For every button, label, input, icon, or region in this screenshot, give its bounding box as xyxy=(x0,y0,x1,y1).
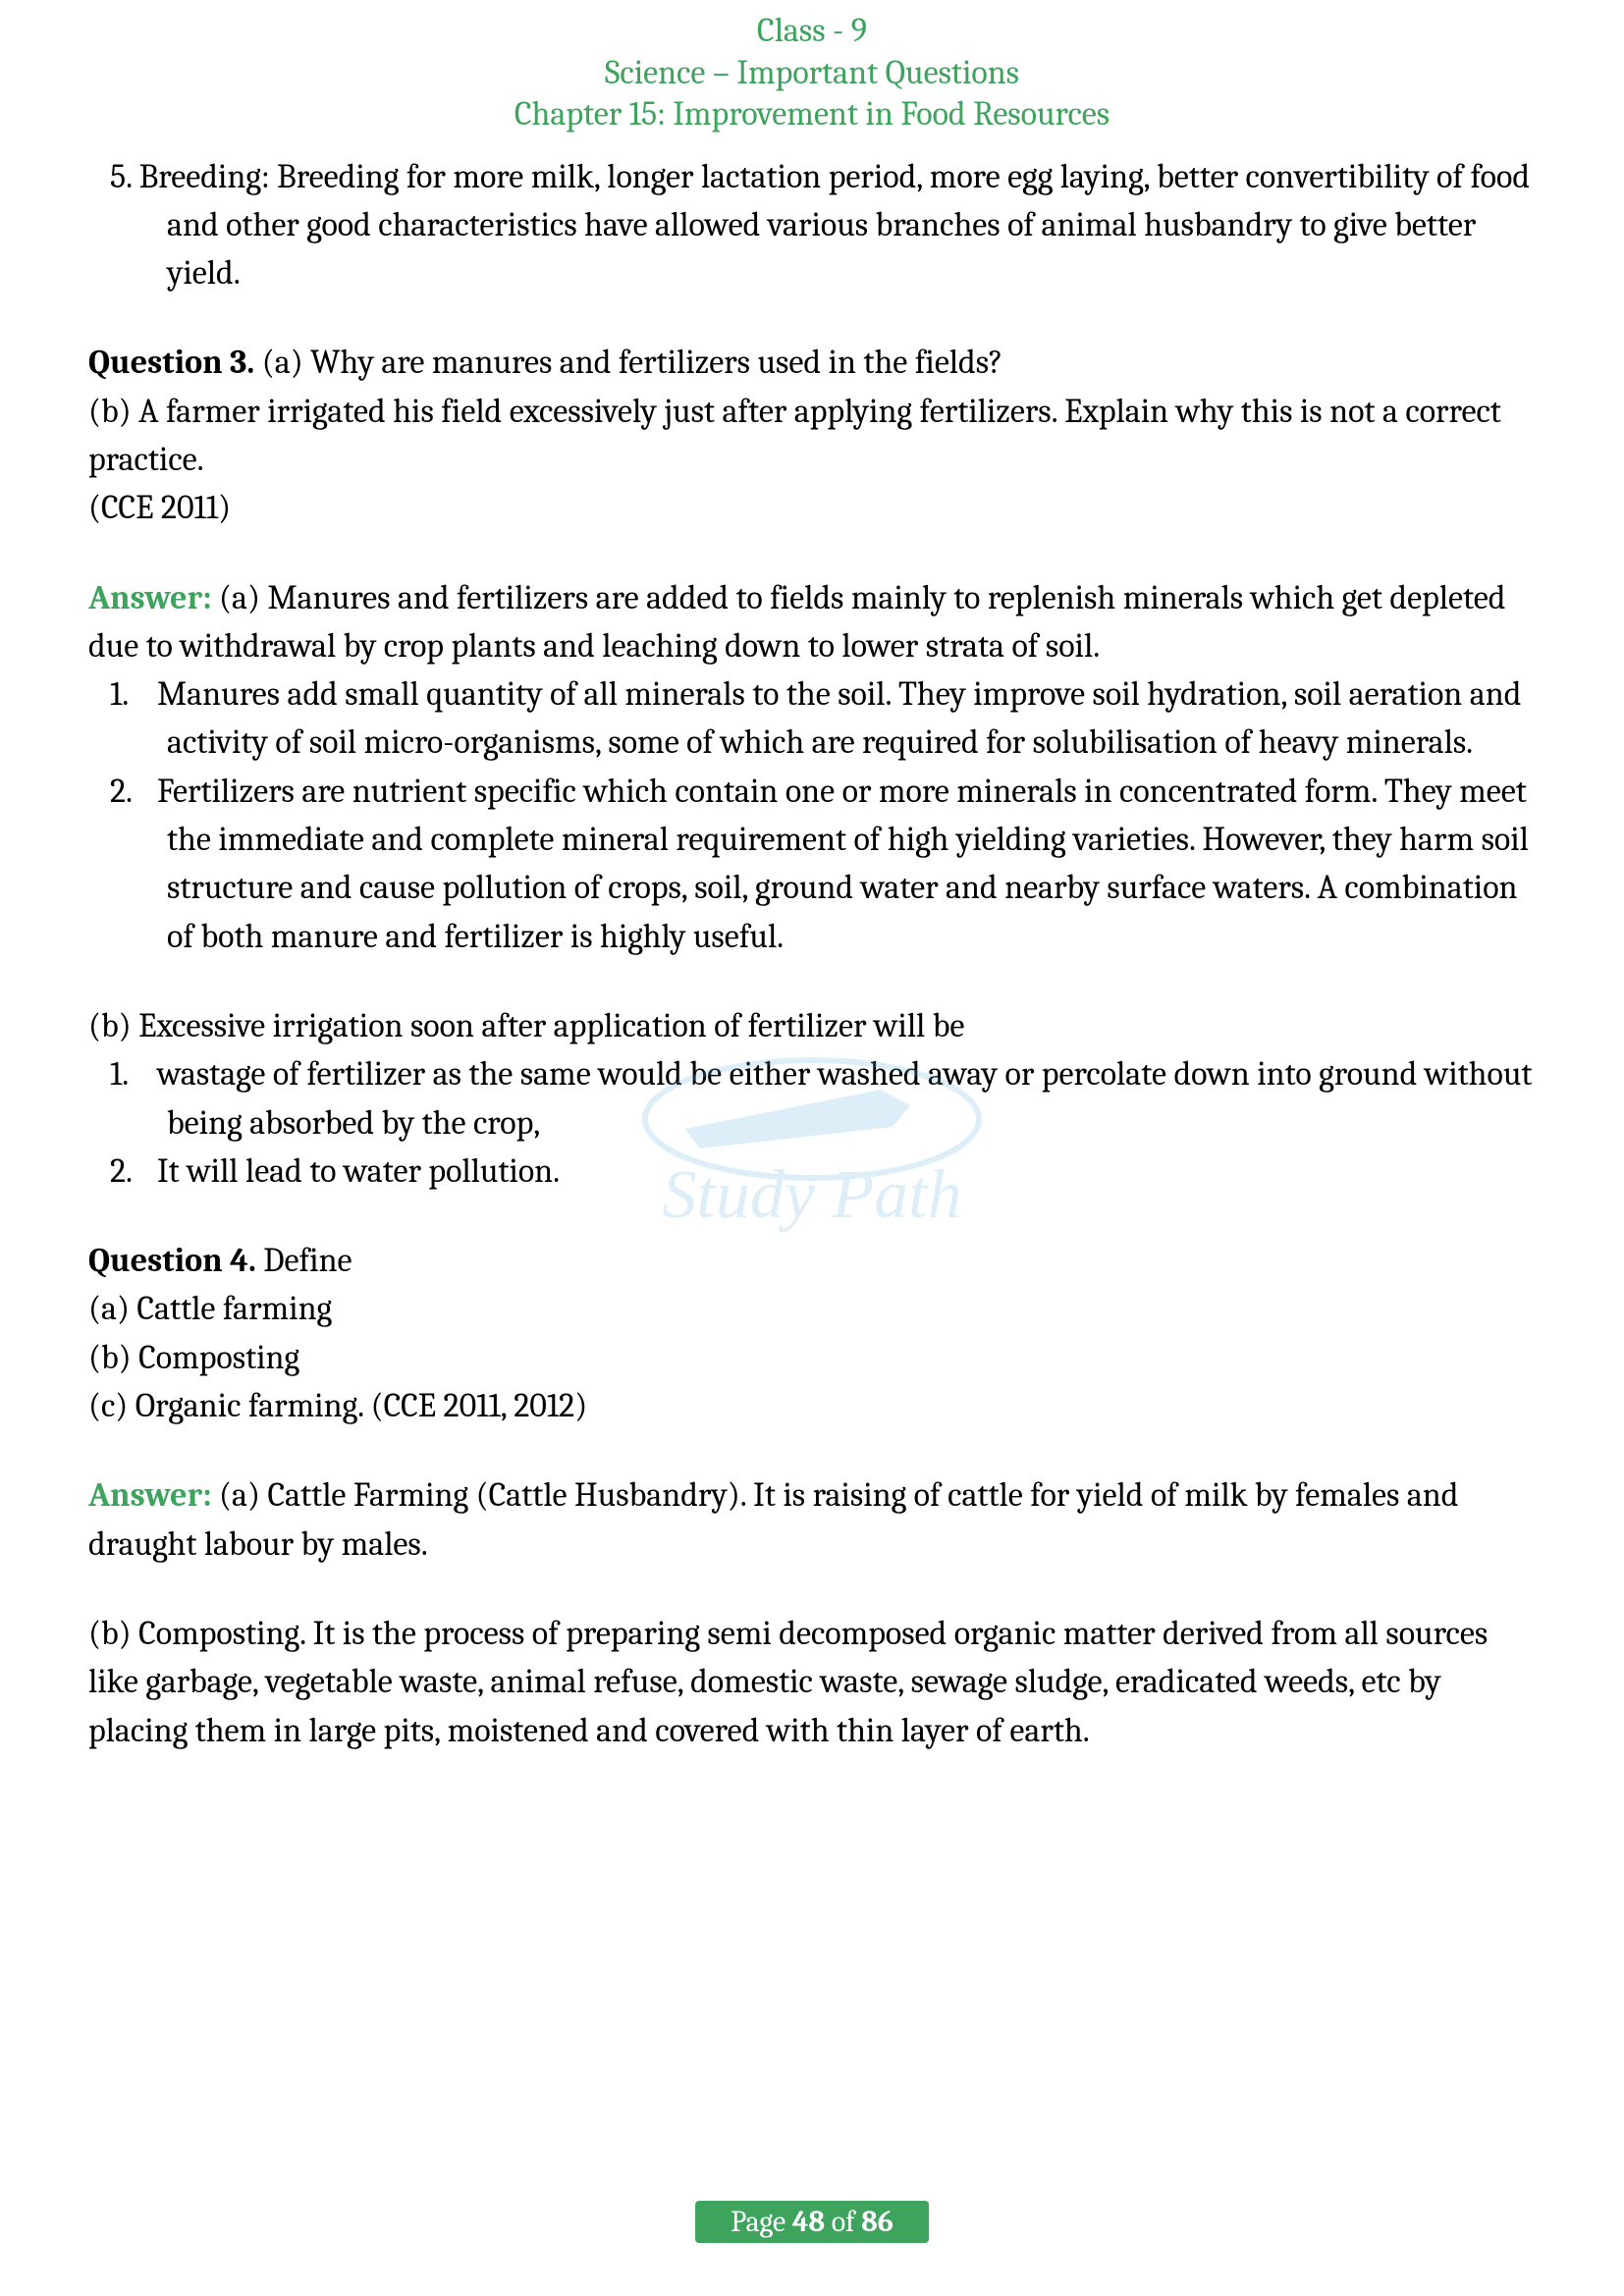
question-text: Define xyxy=(263,1241,352,1280)
question-ref: (CCE 2011) xyxy=(88,484,1536,532)
footer-sep: of xyxy=(825,2205,861,2239)
footer-prefix: Page xyxy=(731,2205,792,2239)
answer-4a: Answer: (a) Cattle Farming (Cattle Husba… xyxy=(88,1471,1536,1569)
brand-logo: Study Path A Free Online Educational Por… xyxy=(20,10,307,102)
answer-intro: (a) Manures and fertilizers are added to… xyxy=(88,578,1505,666)
answer-4b-text: (b) Composting. It is the process of pre… xyxy=(88,1610,1536,1755)
logo-tagline: A Free Online Educational Portal xyxy=(20,77,307,102)
q4-a: (a) Cattle farming xyxy=(88,1285,1536,1333)
page-header: Study Path A Free Online Educational Por… xyxy=(0,0,1624,135)
pencil-logo-icon: Study Path xyxy=(20,10,216,79)
answer-4b: (b) Composting. It is the process of pre… xyxy=(88,1610,1536,1755)
answer-label: Answer: xyxy=(88,578,212,617)
q4-b: (b) Composting xyxy=(88,1334,1536,1382)
question-text-b: (b) A farmer irrigated his field excessi… xyxy=(88,388,1536,485)
answer-list-b: 1.wastage of fertilizer as the same woul… xyxy=(88,1050,1536,1196)
answer-list-a: 1.Manures add small quantity of all mine… xyxy=(88,670,1536,961)
question-label: Question 4. xyxy=(88,1241,256,1280)
logo-text: Study Path xyxy=(25,45,153,78)
question-3: Question 3. (a) Why are manures and fert… xyxy=(88,339,1536,532)
answer-label: Answer: xyxy=(88,1475,212,1515)
footer-page-current: 48 xyxy=(792,2205,825,2239)
question-label: Question 3. xyxy=(88,343,254,382)
list-item: 1.Manures add small quantity of all mine… xyxy=(167,670,1536,768)
question-text-a: (a) Why are manures and fertilizers used… xyxy=(262,343,1003,382)
answer-3a: Answer: (a) Manures and fertilizers are … xyxy=(88,574,1536,961)
answer-b-intro: (b) Excessive irrigation soon after appl… xyxy=(88,1002,1536,1050)
list-item: Breeding: Breeding for more milk, longer… xyxy=(167,153,1536,298)
list-item: 2.Fertilizers are nutrient specific whic… xyxy=(167,768,1536,961)
page-content: Breeding: Breeding for more milk, longer… xyxy=(0,135,1624,1755)
list-item: 1.wastage of fertilizer as the same woul… xyxy=(167,1050,1536,1148)
answer-3b: (b) Excessive irrigation soon after appl… xyxy=(88,1002,1536,1196)
q4-c: (c) Organic farming. (CCE 2011, 2012) xyxy=(88,1382,1536,1430)
continued-list: Breeding: Breeding for more milk, longer… xyxy=(88,153,1536,298)
answer-4a-text: (a) Cattle Farming (Cattle Husbandry). I… xyxy=(88,1475,1458,1563)
page-footer: Page 48 of 86 xyxy=(695,2201,929,2243)
footer-page-total: 86 xyxy=(861,2205,893,2239)
list-item: 2.It will lead to water pollution. xyxy=(167,1148,1536,1196)
question-4: Question 4. Define (a) Cattle farming (b… xyxy=(88,1237,1536,1430)
